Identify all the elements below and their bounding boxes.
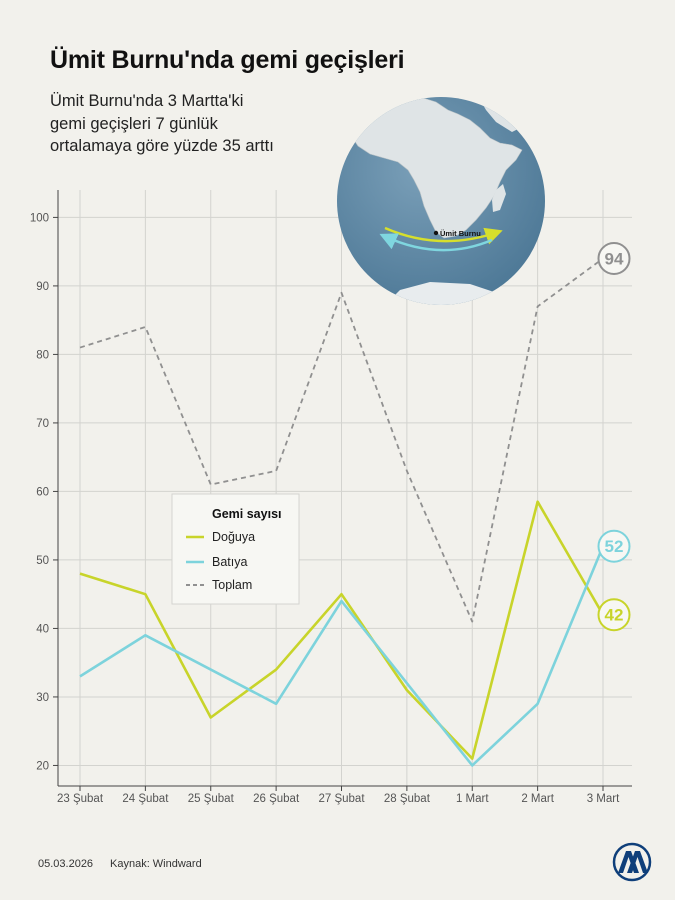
- x-tick-label: 23 Şubat: [57, 793, 104, 805]
- footer-date: 05.03.2026: [38, 858, 94, 870]
- x-tick-label: 3 Mart: [587, 793, 620, 805]
- end-badge-bat-ya: [597, 529, 631, 563]
- legend-title: Gemi sayısı: [212, 507, 282, 521]
- footer-source: Kaynak: Windward: [110, 858, 202, 870]
- legend: Gemi sayısı Doğuya Batıya Toplam: [171, 493, 300, 605]
- series-layer: 42 52 94: [79, 242, 631, 767]
- x-tick-label: 26 Şubat: [253, 793, 300, 805]
- series-line-bat-ya: [79, 545, 605, 767]
- y-tick-label: 100: [30, 212, 49, 224]
- x-tick-label: 24 Şubat: [122, 793, 169, 805]
- cape-marker: [433, 230, 439, 236]
- x-tick-label: 1 Mart: [456, 793, 489, 805]
- end-label-bat-ya: 52: [605, 537, 624, 556]
- series-line-do-uya: [79, 500, 605, 760]
- y-tick-label: 50: [36, 555, 49, 567]
- y-tick-label: 30: [36, 692, 49, 704]
- legend-label-doguya: Doğuya: [212, 530, 255, 544]
- cape-label: Ümit Burnu: [440, 229, 481, 238]
- grid-layer: [58, 190, 632, 786]
- end-badge-toplam: [597, 242, 631, 276]
- legend-label-toplam: Toplam: [212, 578, 252, 592]
- x-tick-label: 27 Şubat: [318, 793, 365, 805]
- x-tick-label: 25 Şubat: [188, 793, 235, 805]
- legend-label-batiya: Batıya: [212, 555, 247, 569]
- end-label-toplam: 94: [605, 250, 624, 269]
- x-tick-label: 2 Mart: [521, 793, 554, 805]
- y-tick-label: 20: [36, 760, 49, 772]
- x-tick-label: 28 Şubat: [384, 793, 431, 805]
- aa-logo-icon: [612, 842, 652, 882]
- y-tick-label: 70: [36, 418, 49, 430]
- y-tick-label: 60: [36, 486, 49, 498]
- madagascar: [492, 184, 506, 212]
- globe-map: Ümit Burnu: [337, 97, 545, 305]
- end-badge-do-uya: [597, 598, 631, 632]
- westbound-arrow: [379, 233, 493, 252]
- eastbound-arrow: [384, 226, 503, 245]
- y-tick-label: 80: [36, 349, 49, 361]
- series-line-toplam: [79, 257, 604, 623]
- y-tick-label: 40: [36, 623, 49, 635]
- end-label-do-uya: 42: [605, 606, 624, 625]
- y-tick-label: 90: [36, 281, 49, 293]
- chart-title: Ümit Burnu'nda gemi geçişleri: [50, 46, 405, 74]
- axis-layer: 20 30 40 50 60 70 80 90 100 23 Şubat 24 Şubat 25 Şu…: [30, 190, 632, 805]
- chart-subtitle: Ümit Burnu'nda 3 Martta'ki gemi geçişler…: [50, 92, 274, 155]
